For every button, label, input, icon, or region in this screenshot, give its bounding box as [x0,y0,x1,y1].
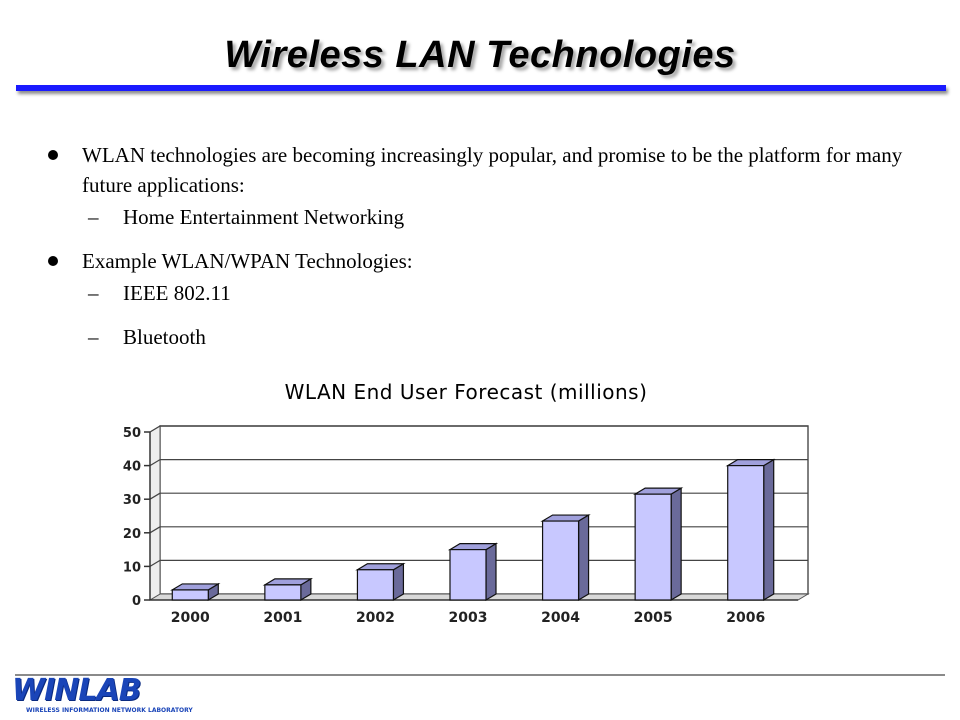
bar [727,464,765,601]
bullet-list: WLAN technologies are becoming increasin… [48,140,928,352]
sub-item-label: IEEE 802.11 [123,281,231,305]
dash-marker: – [88,325,99,349]
bar [634,493,672,601]
y-tick-label: 40 [123,460,141,475]
bullet-wlan-popular: WLAN technologies are becoming increasin… [48,140,928,200]
title-rule [16,85,946,91]
x-tick-label: 2003 [449,610,488,626]
sub-item-home-entertainment: – Home Entertainment Networking [48,202,928,232]
bar [264,584,302,601]
x-tick-label: 2000 [171,610,210,626]
sub-item-ieee-80211: – IEEE 802.11 [48,278,928,308]
bar [449,549,487,601]
x-tick-label: 2005 [634,610,673,626]
plot-left-wall [149,425,161,601]
logo-wordmark: WINLAB [12,673,142,708]
y-tick-label: 50 [123,426,141,441]
sub-item-label: Home Entertainment Networking [123,205,405,229]
sub-item-bluetooth: – Bluetooth [48,322,928,352]
chart-title: WLAN End User Forecast (millions) [284,380,648,404]
x-tick-label: 2006 [726,610,765,626]
footer-rule [15,674,945,676]
forecast-bar-chart: 0 10 20 30 40 50 2000 2001 2002 2003 2004 2005 2006 [123,425,810,626]
x-tick-label: 2004 [541,610,580,626]
gridline-diag [149,559,161,567]
y-tick-label: 30 [123,493,141,508]
gridline-diag [149,492,161,500]
sub-item-label: Bluetooth [123,325,206,349]
bullet-example-technologies: Example WLAN/WPAN Technologies: [48,246,928,276]
gridline-diag [149,459,161,467]
y-tick-label: 0 [132,594,141,609]
bar [356,569,395,601]
x-tick-label: 2001 [263,610,302,626]
y-tick-label: 20 [123,527,141,542]
gridline-diag [149,425,161,433]
dash-marker: – [88,281,99,305]
gridline-diag [149,526,161,534]
logo-tagline: WIRELESS INFORMATION NETWORK LABORATORY [26,707,193,714]
bar [541,520,580,601]
x-tick-label: 2002 [356,610,395,626]
bar [171,589,209,601]
dash-marker: – [88,205,99,229]
bar-side [577,513,590,602]
bar-side [763,458,775,602]
bar-side [485,542,497,602]
slide-title: Wireless LAN Technologies [224,34,736,76]
bar-side [670,487,682,602]
y-tick-label: 10 [123,560,141,575]
